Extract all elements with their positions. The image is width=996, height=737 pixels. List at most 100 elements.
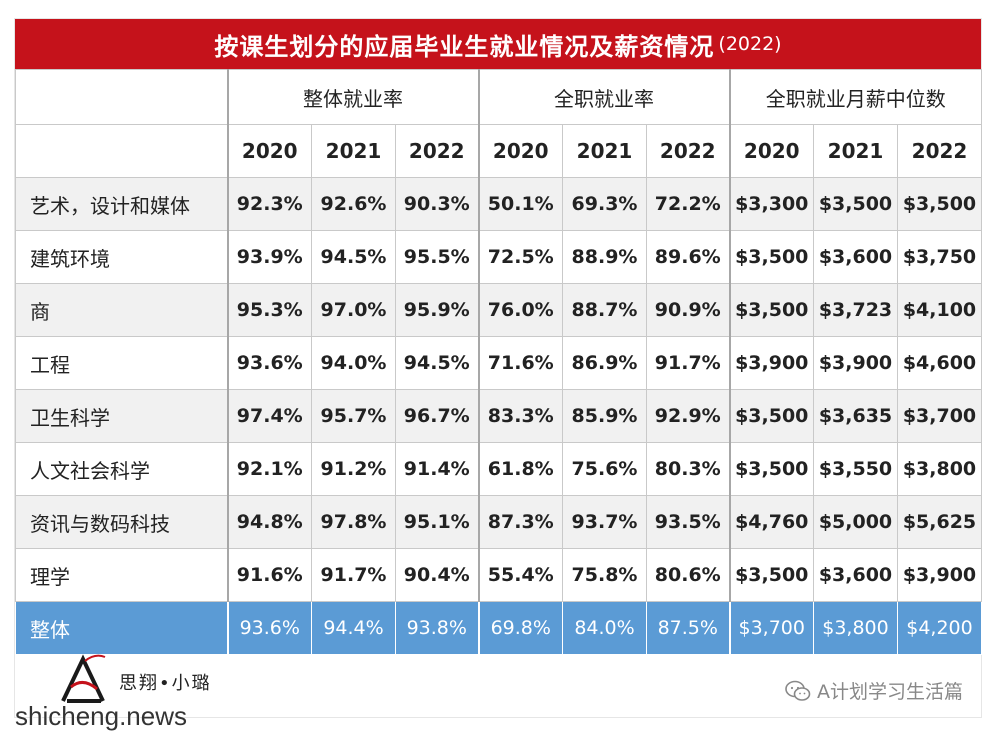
value-cell: 88.9% bbox=[562, 230, 647, 284]
value-cell: 91.6% bbox=[226, 548, 312, 602]
value-cell: 92.1% bbox=[226, 442, 312, 496]
corner-cell bbox=[15, 69, 228, 125]
value-cell: 94.5% bbox=[395, 336, 479, 390]
value-cell: 93.5% bbox=[646, 495, 730, 549]
value-cell: 88.7% bbox=[562, 283, 647, 337]
table-title-year: (2022) bbox=[718, 33, 782, 55]
value-cell: 72.2% bbox=[646, 177, 730, 231]
value-cell: $3,550 bbox=[813, 442, 898, 496]
row-label: 商 bbox=[15, 283, 228, 337]
value-cell: 92.6% bbox=[311, 177, 396, 231]
employment-table: 整体就业率 全职就业率 全职就业月薪中位数 2020 2021 2022 202… bbox=[15, 69, 982, 655]
value-cell: 92.3% bbox=[226, 177, 312, 231]
table-row: 人文社会科学 92.1% 91.2% 91.4% 61.8% 75.6% 80.3% $3,5… bbox=[15, 442, 982, 496]
value-cell: 97.8% bbox=[311, 495, 396, 549]
group-header: 全职就业率 bbox=[477, 69, 730, 125]
table-title: 按课生划分的应届毕业生就业情况及薪资情况 bbox=[214, 32, 715, 61]
value-cell: 91.2% bbox=[311, 442, 396, 496]
value-cell: 71.6% bbox=[477, 336, 563, 390]
table-row: 工程 93.6% 94.0% 94.5% 71.6% 86.9% 91.7% $3,900 $3… bbox=[15, 336, 982, 390]
year-header: 2021 bbox=[813, 124, 898, 178]
value-cell: 86.9% bbox=[562, 336, 647, 390]
value-cell: 97.4% bbox=[226, 389, 312, 443]
value-cell: $5,000 bbox=[813, 495, 898, 549]
group-header: 全职就业月薪中位数 bbox=[728, 69, 982, 125]
group-header-row: 整体就业率 全职就业率 全职就业月薪中位数 bbox=[15, 69, 982, 125]
value-cell: 76.0% bbox=[477, 283, 563, 337]
row-label: 整体 bbox=[15, 601, 228, 655]
value-cell: $4,200 bbox=[897, 601, 982, 655]
value-cell: 94.0% bbox=[311, 336, 396, 390]
value-cell: 95.5% bbox=[395, 230, 479, 284]
value-cell: 83.3% bbox=[477, 389, 563, 443]
value-cell: 95.7% bbox=[311, 389, 396, 443]
value-cell: $3,500 bbox=[728, 389, 814, 443]
value-cell: $4,760 bbox=[728, 495, 814, 549]
footer: 思翔•小璐 shicheng.news A计划学习生活篇 bbox=[15, 651, 981, 731]
site-watermark: shicheng.news bbox=[15, 701, 187, 731]
year-header: 2020 bbox=[477, 124, 563, 178]
value-cell: $3,500 bbox=[813, 177, 898, 231]
value-cell: $3,900 bbox=[728, 336, 814, 390]
report-card: 按课生划分的应届毕业生就业情况及薪资情况 (2022) 整体就业率 全职就业率 … bbox=[14, 18, 982, 731]
logo-a-icon bbox=[61, 654, 106, 703]
corner-cell bbox=[15, 124, 228, 178]
value-cell: $3,700 bbox=[728, 601, 814, 655]
table-row: 资讯与数码科技 94.8% 97.8% 95.1% 87.3% 93.7% 93.5% $4,… bbox=[15, 495, 982, 549]
value-cell: $3,600 bbox=[813, 548, 898, 602]
table-row: 理学 91.6% 91.7% 90.4% 55.4% 75.8% 80.6% $3,500 $3… bbox=[15, 548, 982, 602]
value-cell: $3,500 bbox=[728, 283, 814, 337]
value-cell: 93.8% bbox=[395, 601, 479, 655]
value-cell: 93.7% bbox=[562, 495, 647, 549]
value-cell: $3,600 bbox=[813, 230, 898, 284]
year-header: 2022 bbox=[897, 124, 982, 178]
value-cell: 96.7% bbox=[395, 389, 479, 443]
value-cell: $3,800 bbox=[813, 601, 898, 655]
value-cell: $3,500 bbox=[897, 177, 982, 231]
value-cell: 89.6% bbox=[646, 230, 730, 284]
group-header: 整体就业率 bbox=[226, 69, 479, 125]
value-cell: 90.9% bbox=[646, 283, 730, 337]
value-cell: $3,500 bbox=[728, 442, 814, 496]
value-cell: 87.3% bbox=[477, 495, 563, 549]
row-label: 人文社会科学 bbox=[15, 442, 228, 496]
year-header: 2022 bbox=[646, 124, 730, 178]
value-cell: 87.5% bbox=[646, 601, 730, 655]
value-cell: $3,635 bbox=[813, 389, 898, 443]
value-cell: 80.3% bbox=[646, 442, 730, 496]
total-row: 整体 93.6% 94.4% 93.8% 69.8% 84.0% 87.5% $3,700 $3… bbox=[15, 601, 982, 655]
row-label: 理学 bbox=[15, 548, 228, 602]
value-cell: 91.7% bbox=[311, 548, 396, 602]
value-cell: $5,625 bbox=[897, 495, 982, 549]
row-label: 艺术，设计和媒体 bbox=[15, 177, 228, 231]
row-label: 资讯与数码科技 bbox=[15, 495, 228, 549]
value-cell: 85.9% bbox=[562, 389, 647, 443]
year-header: 2021 bbox=[311, 124, 396, 178]
value-cell: 80.6% bbox=[646, 548, 730, 602]
value-cell: $4,100 bbox=[897, 283, 982, 337]
value-cell: $3,900 bbox=[897, 548, 982, 602]
table-title-bar: 按课生划分的应届毕业生就业情况及薪资情况 (2022) bbox=[15, 19, 981, 69]
value-cell: 92.9% bbox=[646, 389, 730, 443]
value-cell: $3,750 bbox=[897, 230, 982, 284]
table-row: 建筑环境 93.9% 94.5% 95.5% 72.5% 88.9% 89.6% $3,500… bbox=[15, 230, 982, 284]
row-label: 建筑环境 bbox=[15, 230, 228, 284]
value-cell: 91.4% bbox=[395, 442, 479, 496]
value-cell: 69.8% bbox=[477, 601, 563, 655]
year-header: 2020 bbox=[728, 124, 814, 178]
value-cell: $3,300 bbox=[728, 177, 814, 231]
year-header: 2021 bbox=[562, 124, 647, 178]
value-cell: 75.8% bbox=[562, 548, 647, 602]
value-cell: 75.6% bbox=[562, 442, 647, 496]
wechat-attribution: A计划学习生活篇 bbox=[785, 677, 963, 704]
value-cell: 93.6% bbox=[226, 336, 312, 390]
value-cell: 94.4% bbox=[311, 601, 396, 655]
value-cell: $3,500 bbox=[728, 230, 814, 284]
value-cell: $3,723 bbox=[813, 283, 898, 337]
value-cell: $3,800 bbox=[897, 442, 982, 496]
value-cell: 95.3% bbox=[226, 283, 312, 337]
table-body: 艺术，设计和媒体 92.3% 92.6% 90.3% 50.1% 69.3% 72.2% $3… bbox=[15, 177, 982, 655]
value-cell: 72.5% bbox=[477, 230, 563, 284]
value-cell: 69.3% bbox=[562, 177, 647, 231]
value-cell: 93.9% bbox=[226, 230, 312, 284]
